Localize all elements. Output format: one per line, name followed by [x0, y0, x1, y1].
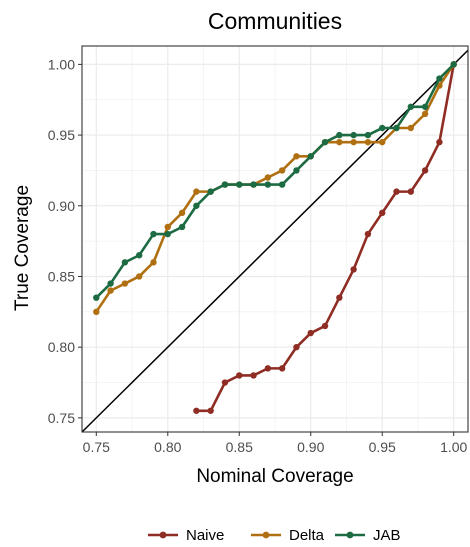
- point-naive: [321, 322, 329, 330]
- point-naive: [336, 294, 343, 301]
- x-tick-label: 0.95: [369, 439, 396, 455]
- plot-area: 0.75 0.80 0.85 0.90 0.95 1.00 0.75 0.80 0.85 0.90…: [48, 45, 469, 455]
- point-jab: [307, 153, 314, 160]
- x-tick-label: 0.85: [226, 439, 253, 455]
- point-jab: [150, 230, 157, 238]
- point-naive: [364, 230, 372, 238]
- y-tick-label: 0.90: [48, 198, 75, 214]
- point-jab: [393, 124, 400, 132]
- point-jab: [278, 181, 286, 188]
- point-delta: [336, 138, 343, 146]
- point-delta: [164, 223, 171, 231]
- point-naive: [250, 372, 257, 379]
- point-jab: [407, 103, 415, 110]
- point-naive: [193, 407, 200, 414]
- point-jab: [164, 230, 171, 238]
- legend-item-naive: Naive: [148, 527, 224, 544]
- plot-border: [81, 45, 469, 433]
- point-naive: [436, 138, 443, 146]
- x-tick-label: 0.80: [154, 439, 181, 455]
- legend: Naive Delta JAB: [148, 527, 401, 544]
- point-delta: [107, 287, 114, 294]
- point-delta: [278, 167, 286, 174]
- point-delta: [379, 138, 386, 146]
- point-delta: [178, 209, 186, 217]
- point-jab: [221, 181, 229, 188]
- point-jab: [264, 181, 272, 188]
- point-jab: [121, 259, 129, 266]
- point-delta: [350, 138, 357, 146]
- point-jab: [250, 181, 257, 188]
- point-naive: [264, 365, 272, 372]
- point-jab: [293, 167, 300, 174]
- x-tick-label: 1.00: [440, 439, 467, 455]
- point-delta: [135, 273, 143, 280]
- point-jab: [436, 75, 443, 82]
- point-delta: [421, 110, 429, 118]
- point-naive: [221, 379, 229, 386]
- point-jab: [193, 202, 200, 209]
- point-jab: [336, 131, 343, 139]
- point-jab: [135, 252, 143, 259]
- point-delta: [293, 153, 300, 160]
- y-tick-label: 0.85: [48, 268, 75, 284]
- point-delta: [407, 124, 415, 132]
- reference-diagonal-line: [81, 49, 469, 433]
- legend-item-jab: JAB: [335, 527, 401, 544]
- point-jab: [350, 131, 357, 139]
- legend-label: Naive: [186, 527, 224, 544]
- point-jab: [178, 223, 186, 231]
- legend-label: Delta: [289, 527, 325, 544]
- point-delta: [93, 308, 100, 316]
- point-jab: [450, 61, 457, 68]
- point-naive: [379, 209, 386, 217]
- point-delta: [364, 138, 372, 146]
- x-tick-label: 0.90: [297, 439, 324, 455]
- x-axis-title: Nominal Coverage: [196, 466, 353, 487]
- legend-key-point: [159, 531, 167, 539]
- y-tick-label: 0.75: [48, 410, 75, 426]
- point-delta: [264, 174, 272, 181]
- chart-title: Communities: [208, 8, 342, 34]
- series-line-naive: [196, 64, 455, 413]
- point-jab: [364, 131, 372, 139]
- point-naive: [207, 407, 214, 414]
- legend-key-point: [262, 531, 270, 539]
- legend-item-delta: Delta: [251, 527, 325, 544]
- point-naive: [407, 188, 415, 195]
- y-tick-label: 0.80: [48, 339, 75, 355]
- point-naive: [350, 266, 357, 273]
- point-naive: [307, 329, 314, 337]
- y-tick-label: 0.95: [48, 127, 75, 143]
- point-jab: [107, 280, 114, 287]
- point-naive: [293, 343, 300, 351]
- point-jab: [379, 124, 386, 132]
- point-naive: [236, 372, 243, 379]
- point-jab: [236, 181, 243, 188]
- point-jab: [207, 188, 214, 195]
- point-naive: [278, 365, 286, 372]
- point-delta: [121, 280, 129, 287]
- point-jab: [93, 294, 100, 301]
- series-line-delta: [95, 63, 455, 313]
- point-naive: [393, 188, 400, 195]
- point-naive: [421, 167, 429, 174]
- point-jab: [421, 103, 429, 110]
- x-tick-label: 0.75: [83, 439, 110, 455]
- y-axis-title: True Coverage: [12, 185, 33, 311]
- y-tick-label: 1.00: [48, 56, 75, 72]
- point-delta: [193, 188, 200, 195]
- point-jab: [321, 138, 329, 146]
- legend-key-point: [346, 531, 354, 539]
- legend-label: JAB: [373, 527, 401, 544]
- point-delta: [150, 259, 157, 266]
